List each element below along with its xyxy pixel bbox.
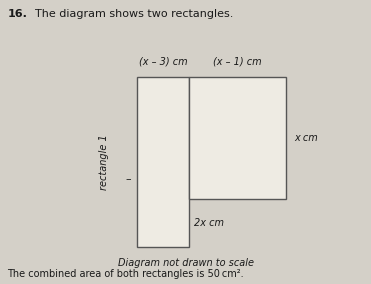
Text: 16.: 16. bbox=[7, 9, 27, 18]
Text: Diagram not drawn to scale: Diagram not drawn to scale bbox=[118, 258, 253, 268]
Text: The combined area of both rectangles is 50 cm².: The combined area of both rectangles is … bbox=[7, 269, 244, 279]
Text: rectangle 1: rectangle 1 bbox=[99, 134, 109, 190]
Text: The diagram shows two rectangles.: The diagram shows two rectangles. bbox=[35, 9, 234, 18]
Text: (x – 3) cm: (x – 3) cm bbox=[139, 57, 188, 67]
Bar bbox=[137, 77, 189, 247]
Text: 2x cm: 2x cm bbox=[194, 218, 224, 228]
Text: x cm: x cm bbox=[294, 133, 318, 143]
Text: –: – bbox=[125, 174, 131, 184]
Bar bbox=[189, 77, 286, 199]
Text: (x – 1) cm: (x – 1) cm bbox=[213, 57, 262, 67]
